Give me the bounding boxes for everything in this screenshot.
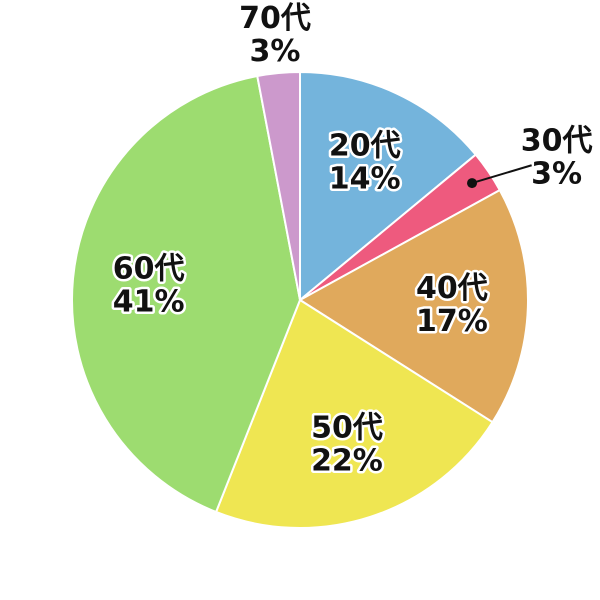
category-label: 60代	[113, 252, 185, 287]
value-label: 3%	[531, 157, 582, 192]
value-label: 22%	[311, 444, 383, 479]
pie-slice	[214, 298, 494, 529]
value-label: 14%	[329, 161, 401, 196]
slice-label: 30代 3%	[521, 124, 593, 192]
leader-line	[471, 164, 532, 185]
slice-label: 70代 3%	[239, 1, 311, 69]
slice-label: 20代 14%	[329, 128, 401, 196]
category-label: 20代	[329, 128, 401, 163]
pie-slice	[298, 188, 529, 424]
slice-label: 40代 17%	[416, 271, 488, 339]
slice-label: 60代 41%	[113, 252, 185, 320]
category-label: 50代	[311, 411, 383, 446]
value-label: 17%	[416, 304, 488, 339]
pie-slice	[71, 74, 302, 514]
slice-label: 50代 22%	[311, 411, 383, 479]
pie-slice	[299, 70, 478, 303]
category-label: 40代	[416, 271, 488, 306]
value-label: 41%	[113, 285, 185, 320]
category-label: 30代	[521, 124, 593, 159]
value-label: 3%	[249, 34, 300, 69]
category-label: 70代	[239, 1, 311, 36]
pie-slice	[256, 70, 301, 301]
